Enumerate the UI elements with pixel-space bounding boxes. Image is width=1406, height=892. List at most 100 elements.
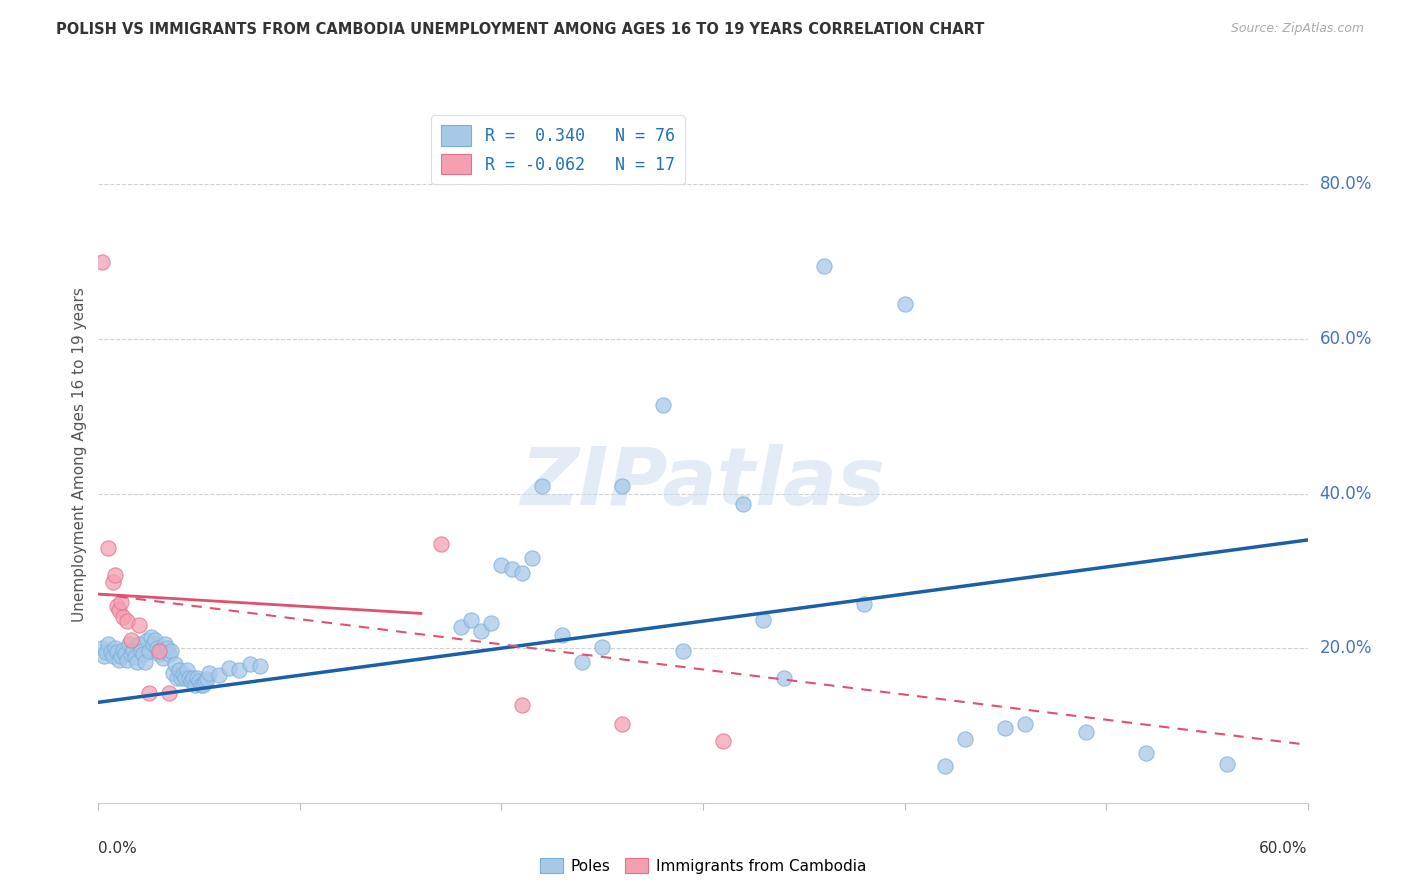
Point xyxy=(195,672,218,686)
Point xyxy=(146,641,169,656)
Point xyxy=(101,648,124,663)
Point xyxy=(132,648,155,662)
Point xyxy=(103,567,125,582)
Point xyxy=(1074,724,1097,739)
Legend: R =  0.340   N = 76, R = -0.062   N = 17: R = 0.340 N = 76, R = -0.062 N = 17 xyxy=(432,115,685,185)
Point xyxy=(934,759,956,773)
Point xyxy=(148,643,170,657)
Point xyxy=(100,645,122,659)
Point xyxy=(430,537,453,551)
Point xyxy=(167,663,190,677)
Point xyxy=(208,668,231,682)
Point xyxy=(91,254,114,268)
Point xyxy=(103,641,125,656)
Point xyxy=(551,628,574,642)
Point xyxy=(612,717,634,731)
Text: 0.0%: 0.0% xyxy=(98,841,138,856)
Point xyxy=(176,663,198,677)
Point xyxy=(170,671,193,685)
Point xyxy=(239,657,262,671)
Point xyxy=(107,602,129,616)
Point xyxy=(501,562,523,576)
Point xyxy=(120,648,142,662)
Point xyxy=(893,297,915,311)
Point xyxy=(591,640,613,654)
Point xyxy=(181,671,204,685)
Point xyxy=(180,674,202,689)
Point xyxy=(111,642,134,657)
Point xyxy=(174,671,197,685)
Point xyxy=(120,633,142,648)
Point xyxy=(651,398,673,412)
Legend: Poles, Immigrants from Cambodia: Poles, Immigrants from Cambodia xyxy=(533,852,873,880)
Point xyxy=(93,648,115,663)
Point xyxy=(162,665,184,680)
Point xyxy=(571,655,593,669)
Point xyxy=(114,648,136,662)
Point xyxy=(91,641,114,656)
Point xyxy=(733,497,755,511)
Point xyxy=(1216,757,1239,772)
Point xyxy=(128,618,150,632)
Point xyxy=(853,597,876,611)
Point xyxy=(228,663,250,677)
Point xyxy=(752,613,775,627)
Point xyxy=(153,637,176,651)
Point xyxy=(510,698,533,712)
Point xyxy=(530,479,553,493)
Point xyxy=(1135,746,1157,760)
Point xyxy=(612,479,634,493)
Point xyxy=(149,643,172,657)
Point xyxy=(156,641,179,656)
Point xyxy=(172,666,194,681)
Point xyxy=(115,653,138,667)
Point xyxy=(152,651,174,665)
Point xyxy=(101,575,124,590)
Point xyxy=(772,671,794,685)
Point xyxy=(125,655,148,669)
Point xyxy=(460,613,482,627)
Point xyxy=(249,659,271,673)
Text: POLISH VS IMMIGRANTS FROM CAMBODIA UNEMPLOYMENT AMONG AGES 16 TO 19 YEARS CORREL: POLISH VS IMMIGRANTS FROM CAMBODIA UNEMP… xyxy=(56,22,984,37)
Point xyxy=(97,541,120,555)
Text: ZIPatlas: ZIPatlas xyxy=(520,443,886,522)
Point xyxy=(450,620,472,634)
Point xyxy=(105,599,128,613)
Point xyxy=(121,642,143,657)
Point xyxy=(184,678,207,692)
Point xyxy=(672,643,695,657)
Point xyxy=(134,655,156,669)
Point xyxy=(110,648,132,663)
Point xyxy=(177,671,201,685)
Point xyxy=(190,678,212,692)
Point xyxy=(193,678,215,692)
Point xyxy=(470,624,492,639)
Point xyxy=(160,643,183,657)
Text: 60.0%: 60.0% xyxy=(1320,330,1372,348)
Point xyxy=(711,734,734,748)
Text: 20.0%: 20.0% xyxy=(1320,640,1372,657)
Text: 60.0%: 60.0% xyxy=(1260,841,1308,856)
Y-axis label: Unemployment Among Ages 16 to 19 years: Unemployment Among Ages 16 to 19 years xyxy=(72,287,87,623)
Point xyxy=(96,645,118,659)
Point xyxy=(124,650,146,665)
Point xyxy=(491,558,513,573)
Point xyxy=(128,637,150,651)
Point xyxy=(143,633,166,648)
Point xyxy=(107,653,129,667)
Point xyxy=(813,259,835,273)
Point xyxy=(188,674,211,689)
Point xyxy=(135,633,157,648)
Point xyxy=(148,648,170,662)
Point xyxy=(218,660,240,674)
Point xyxy=(1014,717,1036,731)
Point xyxy=(110,595,132,609)
Point xyxy=(186,671,208,685)
Point xyxy=(953,732,976,747)
Point xyxy=(157,648,180,662)
Point xyxy=(139,630,162,644)
Point xyxy=(194,674,217,689)
Point xyxy=(138,643,160,657)
Point xyxy=(157,686,180,700)
Point xyxy=(166,671,188,685)
